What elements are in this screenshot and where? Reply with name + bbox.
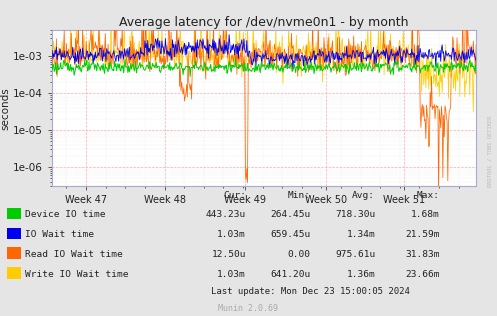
Text: 21.59m: 21.59m: [406, 230, 440, 239]
Y-axis label: seconds: seconds: [0, 87, 10, 130]
Text: Write IO Wait time: Write IO Wait time: [25, 270, 129, 279]
Text: Avg:: Avg:: [352, 191, 375, 199]
Text: 12.50u: 12.50u: [212, 250, 246, 259]
Text: 975.61u: 975.61u: [335, 250, 375, 259]
Text: Last update: Mon Dec 23 15:00:05 2024: Last update: Mon Dec 23 15:00:05 2024: [211, 287, 410, 296]
Text: Max:: Max:: [417, 191, 440, 199]
Text: 1.03m: 1.03m: [217, 230, 246, 239]
Text: 31.83m: 31.83m: [406, 250, 440, 259]
Title: Average latency for /dev/nvme0n1 - by month: Average latency for /dev/nvme0n1 - by mo…: [119, 16, 409, 29]
Text: 264.45u: 264.45u: [270, 210, 311, 219]
Text: 1.36m: 1.36m: [346, 270, 375, 279]
Text: Device IO time: Device IO time: [25, 210, 106, 219]
Text: Cur:: Cur:: [223, 191, 246, 199]
Text: RRDTOOL / TOBI OETIKER: RRDTOOL / TOBI OETIKER: [487, 116, 492, 187]
Text: 1.03m: 1.03m: [217, 270, 246, 279]
Text: 0.00: 0.00: [288, 250, 311, 259]
Text: Read IO Wait time: Read IO Wait time: [25, 250, 123, 259]
Text: 659.45u: 659.45u: [270, 230, 311, 239]
Text: Munin 2.0.69: Munin 2.0.69: [219, 304, 278, 313]
Text: IO Wait time: IO Wait time: [25, 230, 94, 239]
Text: 1.68m: 1.68m: [411, 210, 440, 219]
Text: 1.34m: 1.34m: [346, 230, 375, 239]
Text: 443.23u: 443.23u: [206, 210, 246, 219]
Text: 23.66m: 23.66m: [406, 270, 440, 279]
Text: 641.20u: 641.20u: [270, 270, 311, 279]
Text: Min:: Min:: [288, 191, 311, 199]
Text: 718.30u: 718.30u: [335, 210, 375, 219]
